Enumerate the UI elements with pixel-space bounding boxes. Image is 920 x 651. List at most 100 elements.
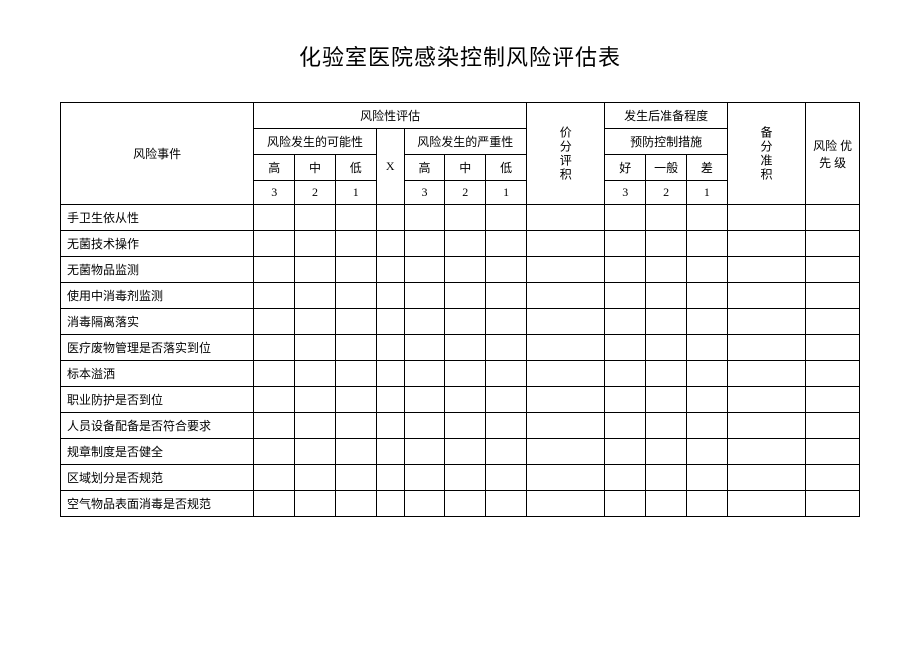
header-risk-assessment: 风险性评估 [254,103,527,129]
cell [527,491,605,517]
cell [295,309,336,335]
row-label: 使用中消毒剂监测 [61,283,254,309]
header-x: X [376,129,404,205]
cell [605,309,646,335]
cell [376,413,404,439]
cell [404,257,445,283]
cell [445,309,486,335]
cell [686,335,727,361]
cell [295,491,336,517]
cell [376,439,404,465]
header-sev-low: 低 [486,155,527,181]
cell [527,257,605,283]
cell [335,413,376,439]
cell [727,309,805,335]
cell [376,361,404,387]
cell [335,361,376,387]
header-like-high: 高 [254,155,295,181]
cell [445,283,486,309]
cell [605,387,646,413]
header-priority: 风险 优 先 级 [806,103,860,205]
cell [254,491,295,517]
cell [404,465,445,491]
cell [445,387,486,413]
cell [254,309,295,335]
table-row: 人员设备配备是否符合要求 [61,413,860,439]
header-prevention: 预防控制措施 [605,129,727,155]
table-row: 手卫生依从性 [61,205,860,231]
header-prep-1: 1 [686,181,727,205]
header-prep-2: 2 [646,181,687,205]
row-label: 人员设备配备是否符合要求 [61,413,254,439]
cell [445,491,486,517]
header-like-2: 2 [295,181,336,205]
cell [335,335,376,361]
cell [646,335,687,361]
cell [727,361,805,387]
cell [445,439,486,465]
row-label: 区域划分是否规范 [61,465,254,491]
cell [727,439,805,465]
cell [295,257,336,283]
cell [727,491,805,517]
cell [727,257,805,283]
table-row: 规章制度是否健全 [61,439,860,465]
header-sev-2: 2 [445,181,486,205]
cell [404,387,445,413]
cell [527,231,605,257]
cell [646,491,687,517]
cell [254,361,295,387]
cell [527,309,605,335]
cell [686,361,727,387]
cell [404,439,445,465]
cell [445,257,486,283]
cell [295,283,336,309]
cell [605,257,646,283]
cell [806,413,860,439]
cell [486,283,527,309]
cell [254,413,295,439]
cell [295,335,336,361]
cell [404,205,445,231]
cell [445,231,486,257]
cell [527,361,605,387]
cell [605,231,646,257]
cell [806,491,860,517]
cell [404,413,445,439]
cell [486,205,527,231]
cell [295,361,336,387]
cell [376,257,404,283]
cell [686,387,727,413]
cell [686,205,727,231]
cell [686,309,727,335]
cell [486,465,527,491]
cell [486,439,527,465]
cell [527,205,605,231]
cell [376,283,404,309]
table-row: 医疗废物管理是否落实到位 [61,335,860,361]
header-sev-mid: 中 [445,155,486,181]
cell [646,361,687,387]
cell [254,387,295,413]
cell [806,387,860,413]
cell [806,309,860,335]
cell [686,231,727,257]
cell [686,413,727,439]
cell [295,413,336,439]
cell [486,257,527,283]
cell [727,413,805,439]
cell [806,205,860,231]
cell [605,465,646,491]
cell [335,309,376,335]
cell [254,465,295,491]
cell [404,491,445,517]
cell [646,205,687,231]
cell [445,465,486,491]
page-title: 化验室医院感染控制风险评估表 [60,40,860,72]
row-label: 无菌物品监测 [61,257,254,283]
cell [527,465,605,491]
cell [254,439,295,465]
cell [486,231,527,257]
cell [605,335,646,361]
cell [335,491,376,517]
